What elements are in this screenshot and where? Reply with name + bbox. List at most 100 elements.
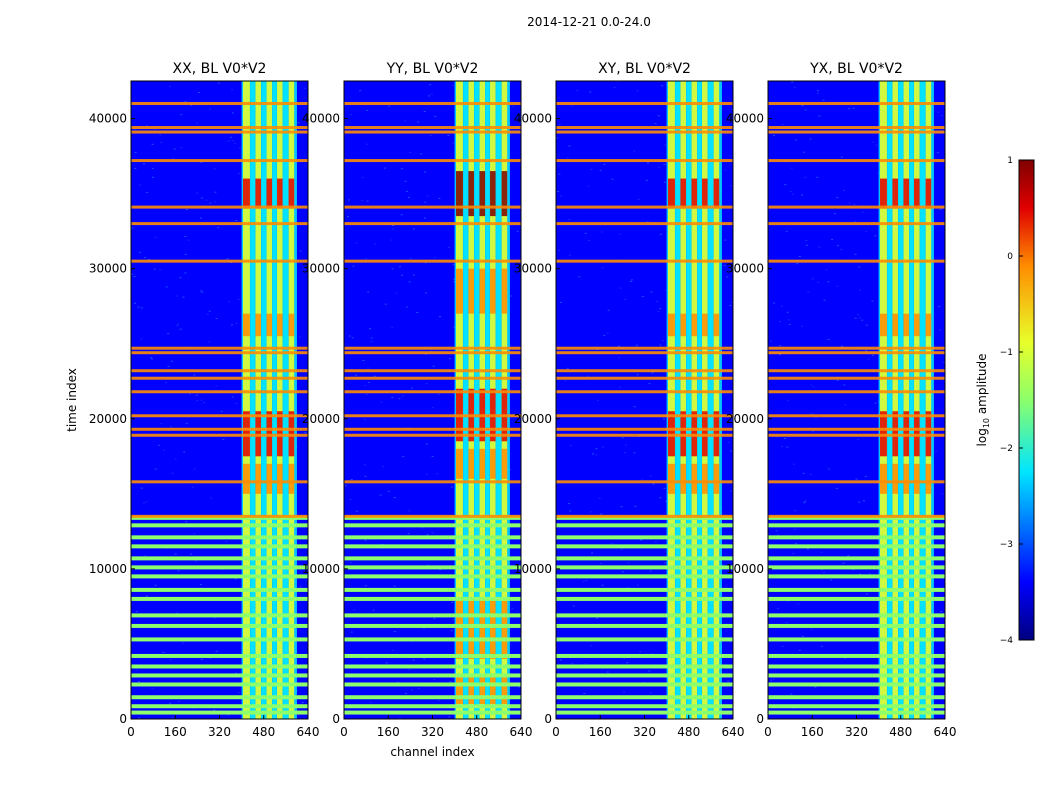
noise-speck <box>167 333 170 334</box>
noise-speck <box>781 124 784 126</box>
noise-speck <box>518 686 521 688</box>
noise-speck <box>303 268 306 270</box>
noise-speck <box>409 152 412 153</box>
noise-speck <box>803 502 806 504</box>
noise-speck <box>830 579 833 581</box>
flag-row <box>344 544 521 549</box>
flag-line <box>344 376 521 380</box>
noise-speck <box>225 541 228 542</box>
flag-line <box>768 369 945 373</box>
noise-speck <box>209 202 212 204</box>
noise-speck <box>813 386 816 388</box>
noise-speck <box>603 163 606 165</box>
noise-speck <box>617 345 620 347</box>
rfi-gap <box>485 81 490 719</box>
flag-line <box>344 514 521 518</box>
rfi-channel-stripe <box>288 81 295 719</box>
noise-speck <box>833 213 836 215</box>
noise-speck <box>200 658 203 660</box>
noise-speck <box>405 692 407 694</box>
noise-speck <box>408 669 411 671</box>
noise-speck <box>938 306 941 308</box>
noise-speck <box>939 208 942 210</box>
noise-speck <box>364 464 366 466</box>
flag-line <box>768 102 945 106</box>
hot-block <box>680 313 686 337</box>
y-tick-label: 40000 <box>726 112 764 126</box>
hot-block <box>479 448 486 479</box>
hot-block <box>479 268 486 314</box>
x-tick-label: 640 <box>297 725 320 739</box>
noise-speck <box>600 513 603 515</box>
noise-speck <box>566 367 569 369</box>
hot-block <box>456 448 463 479</box>
flag-row <box>768 596 945 601</box>
noise-speck <box>647 162 649 164</box>
flag-line <box>131 514 308 518</box>
noise-speck <box>185 422 188 424</box>
noise-speck <box>200 399 203 401</box>
hot-block <box>490 598 496 659</box>
noise-speck <box>786 311 789 313</box>
noise-speck <box>431 407 434 409</box>
flag-row <box>344 653 521 658</box>
x-tick-label: 0 <box>340 725 348 739</box>
noise-speck <box>794 543 797 545</box>
noise-speck <box>160 142 163 143</box>
noise-speck <box>784 184 787 186</box>
hot-block <box>680 411 686 457</box>
noise-speck <box>173 148 176 150</box>
noise-speck <box>844 404 847 406</box>
hot-block <box>288 463 295 494</box>
noise-speck <box>623 691 626 693</box>
hot-block <box>288 178 295 209</box>
noise-speck <box>786 446 789 448</box>
noise-speck <box>570 445 573 447</box>
colorbar-gradient <box>1018 159 1035 641</box>
noise-speck <box>391 268 394 270</box>
noise-speck <box>175 612 178 614</box>
flag-line <box>768 346 945 350</box>
noise-speck <box>816 176 819 178</box>
hot-block <box>243 178 250 209</box>
hot-block <box>903 313 910 337</box>
colorbar-tick-label: −2 <box>1000 444 1013 454</box>
noise-speck <box>235 402 238 404</box>
flag-row <box>131 587 308 592</box>
flag-row <box>344 704 521 709</box>
noise-speck <box>425 443 428 445</box>
flag-row <box>556 623 733 628</box>
noise-speck <box>729 185 732 187</box>
flag-row <box>768 556 945 561</box>
noise-speck <box>828 468 831 470</box>
noise-speck <box>940 611 943 612</box>
y-tick-label: 30000 <box>89 262 127 276</box>
figure-title: 2014-12-21 0.0-24.0 <box>527 15 651 29</box>
noise-speck <box>599 563 602 564</box>
noise-speck <box>663 181 666 183</box>
rfi-channel-stripe <box>691 81 698 719</box>
noise-speck <box>658 166 660 168</box>
noise-speck <box>590 645 593 647</box>
flag-row <box>344 535 521 540</box>
noise-speck <box>424 262 427 264</box>
noise-speck <box>149 357 152 359</box>
flag-row <box>768 682 945 687</box>
noise-speck <box>568 145 571 147</box>
noise-speck <box>355 510 358 512</box>
hot-block <box>468 268 474 314</box>
noise-speck <box>630 279 633 281</box>
noise-speck <box>222 438 225 440</box>
flag-row <box>344 523 521 528</box>
flag-line <box>131 130 308 134</box>
hot-block <box>880 463 887 494</box>
noise-speck <box>825 269 828 271</box>
flag-line <box>131 390 308 394</box>
heatmap-panel-2: 0 160 320 480 640 0 10000 20000 30000 40000 YY, BL… <box>302 61 533 759</box>
noise-speck <box>626 662 629 664</box>
noise-speck <box>385 662 388 664</box>
noise-speck <box>221 569 224 570</box>
noise-speck <box>773 302 776 304</box>
noise-speck <box>402 456 405 458</box>
noise-speck <box>304 87 306 89</box>
